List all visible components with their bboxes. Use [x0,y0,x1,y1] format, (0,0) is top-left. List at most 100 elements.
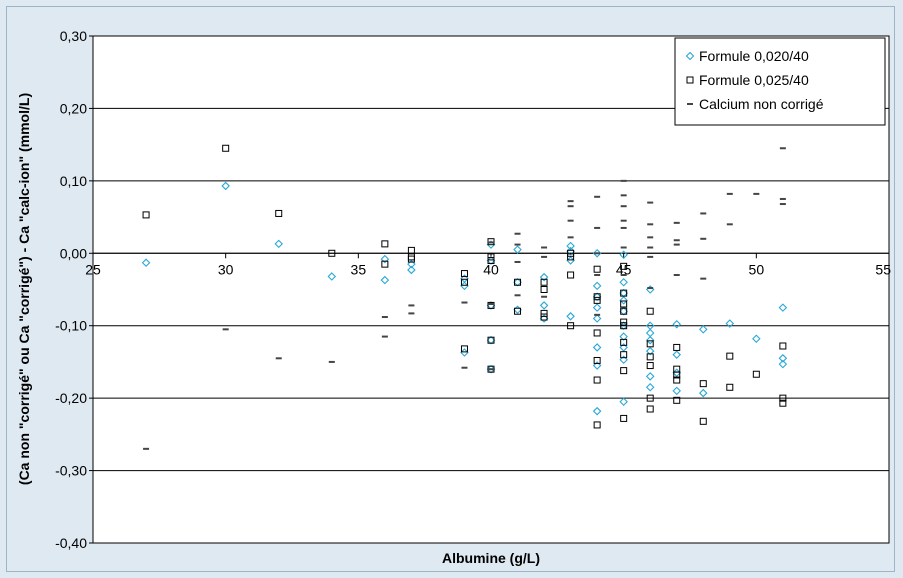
data-point-series-2 [222,144,230,152]
data-point-series-1 [619,343,628,352]
x-tick-label: 40 [483,261,499,277]
data-point-series-2 [620,322,628,330]
y-tick-label: -0,40 [55,535,87,551]
data-point-series-2 [593,421,601,429]
data-point-series-2 [646,307,654,315]
data-point-series-1 [752,334,761,344]
data-point-series-2 [487,301,495,309]
y-tick-label: -0,10 [55,318,87,334]
data-point-series-1 [619,397,628,407]
data-point-series-1 [778,359,788,369]
legend-box [674,37,886,126]
tick-labels: 0,30 0,20 0,10 0,00 -0,10 -0,20 -0,30 -0,40 25 30… [55,28,891,551]
data-point-series-1 [460,348,469,357]
data-point-series-2 [328,249,336,257]
data-point-series-1 [327,272,337,281]
data-point-series-1 [619,355,628,365]
data-point-series-2 [514,278,522,286]
legend-label-2: Formule 0,025/40 [699,72,809,88]
data-point-series-1 [592,303,602,312]
data-point-series-2 [620,318,628,326]
x-tick-label: 30 [218,261,234,277]
x-tick-label: 55 [875,261,891,277]
data-point-series-2 [540,313,548,321]
data-point-series-2 [620,289,628,297]
data-point-series-2 [567,253,575,261]
data-point-series-1 [539,272,549,282]
data-point-series-2 [593,356,601,364]
data-point-series-1 [592,406,602,416]
scatter-chart: 0,30 0,20 0,10 0,00 -0,10 -0,20 -0,30 -0,40 25 30… [16,28,891,566]
data-point-series-2 [407,246,415,254]
data-point-series-2 [567,249,575,257]
data-point-series-2 [487,253,495,261]
data-point-series-2 [779,394,787,402]
x-tick-label: 35 [351,261,367,277]
data-point-series-1 [141,258,151,267]
data-point-series-1 [566,312,575,321]
data-point-series-1 [619,296,628,305]
data-point-series-2 [540,286,548,293]
data-point-series-2 [593,296,601,304]
data-point-series-1 [645,383,655,392]
data-point-series-1 [566,256,575,265]
data-point-series-1 [619,277,628,287]
data-point-series-2 [381,260,389,268]
data-point-series-1 [672,350,682,359]
data-point-series-1 [672,319,682,329]
data-point-series-1 [592,281,602,291]
x-axis-title: Albumine (g/L) [442,550,540,566]
x-tick-label: 25 [85,261,101,277]
legend-label-3: Calcium non corrigé [699,96,824,112]
data-point-series-2 [460,270,468,278]
data-point-series-1 [221,181,230,191]
y-tick-label: 0,30 [60,28,87,44]
data-point-series-1 [619,250,628,260]
data-point-series-1 [407,265,416,275]
data-point-series-1 [274,239,284,249]
data-point-series-1 [539,314,549,323]
legend: Formule 0,020/40 Formule 0,025/40 Calcium … [674,37,886,126]
data-point-series-2 [646,340,654,348]
legend-label-1: Formule 0,020/40 [699,48,809,64]
data-point-series-2 [726,383,734,391]
data-point-series-1 [592,361,602,370]
data-point-series-2 [726,352,734,360]
data-points [141,144,788,450]
data-point-series-1 [380,254,390,264]
legend-marker-1 [685,51,695,61]
data-point-series-1 [672,386,682,396]
data-point-series-2 [487,257,495,265]
x-tick-label: 50 [749,261,765,277]
data-point-series-2 [460,278,468,286]
y-tick-label: 0,00 [60,245,87,261]
data-point-series-1 [592,314,602,323]
data-point-series-2 [779,342,787,350]
data-point-series-2 [514,307,522,315]
data-point-series-1 [645,346,655,356]
axes [89,35,890,544]
data-point-series-1 [645,335,655,345]
data-point-series-2 [699,380,707,388]
data-point-series-1 [698,325,708,334]
data-point-series-2 [593,293,601,301]
data-point-series-2 [620,307,628,315]
data-point-series-1 [592,343,602,352]
data-point-series-2 [567,271,575,279]
data-point-series-2 [673,376,681,384]
data-point-series-2 [699,417,707,425]
data-point-series-2 [540,278,548,286]
data-point-series-2 [646,405,654,413]
data-point-series-2 [487,336,495,344]
y-tick-label: 0,20 [60,100,87,116]
y-tick-label: -0,30 [55,463,87,479]
data-point-series-2 [620,367,628,375]
data-point-series-2 [567,322,575,330]
data-point-series-1 [645,372,655,381]
data-point-series-1 [592,249,602,258]
data-point-series-2 [646,362,654,370]
data-point-series-2 [593,265,601,273]
data-point-series-1 [513,245,522,254]
data-point-series-2 [593,376,601,384]
data-point-series-2 [460,345,468,353]
